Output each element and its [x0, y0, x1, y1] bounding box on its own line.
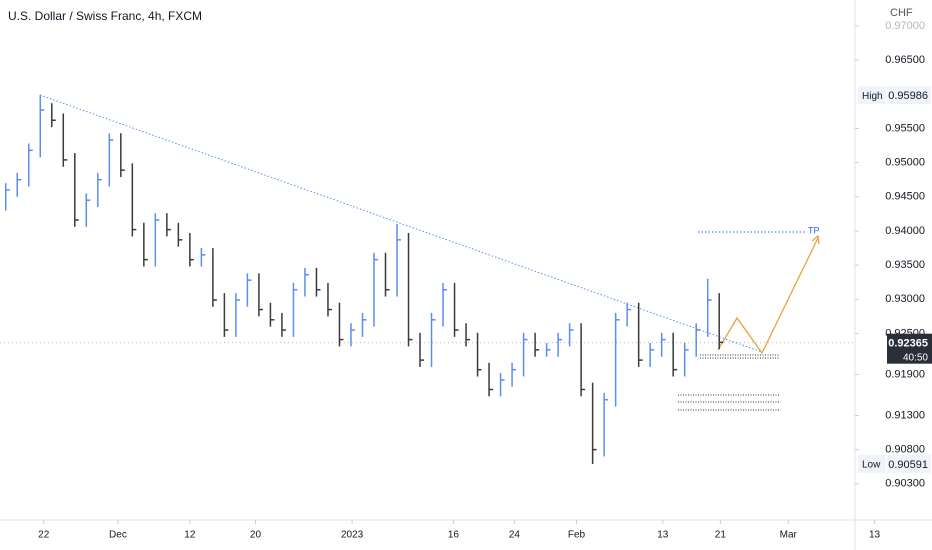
high_marker-label: High	[862, 91, 883, 102]
x-tick-label: 24	[509, 530, 521, 541]
x-tick-label: 12	[184, 530, 196, 541]
projection-path	[717, 237, 819, 355]
y-tick-label: 0.93000	[885, 293, 925, 305]
high_marker-value-box	[887, 86, 931, 105]
last-price-value: 0.92365	[888, 338, 928, 350]
x-tick-label: 22	[38, 530, 50, 541]
chart-title: U.S. Dollar / Swiss Franc, 4h, FXCM	[8, 9, 202, 23]
low_marker-value: 0.90591	[888, 459, 928, 471]
y-tick-label: 0.95500	[885, 122, 925, 134]
y-tick-label: 0.91900	[885, 368, 925, 380]
low_marker-label: Low	[862, 460, 881, 471]
x-tick-label: 13	[869, 530, 881, 541]
x-tick-label: Dec	[109, 530, 127, 541]
high_marker-label-box	[858, 86, 886, 105]
y-tick-label: 0.96500	[885, 54, 925, 66]
x-tick-label: Feb	[568, 530, 586, 541]
x-tick-label: Mar	[780, 530, 798, 541]
y-tick-label: 0.94000	[885, 225, 925, 237]
y-tick-label: 0.91300	[885, 409, 925, 421]
projection-arrow	[811, 234, 820, 245]
last-price-countdown: 40:50	[903, 352, 928, 363]
y-tick-label: 0.95000	[885, 157, 925, 169]
x-tick-label: 20	[250, 530, 262, 541]
low_marker-value-box	[887, 454, 931, 473]
level-lines	[678, 354, 780, 411]
y-tick-label: 0.93500	[885, 259, 925, 271]
currency-label: CHF	[890, 7, 913, 19]
y-tick-label: 0.90800	[885, 444, 925, 456]
x-tick-label: 21	[715, 530, 727, 541]
y-tick-label: 0.90300	[885, 478, 925, 490]
last-price-box	[887, 333, 932, 364]
x-tick-label: 2023	[341, 530, 364, 541]
low_marker-label-box	[858, 454, 886, 473]
y-tick-label: 0.97000	[885, 20, 925, 32]
y-tick-label: 0.94500	[885, 191, 925, 203]
x-tick-label: 16	[448, 530, 460, 541]
tp-label: TP	[808, 225, 820, 235]
high_marker-value: 0.95986	[888, 90, 928, 102]
x-tick-label: 13	[657, 530, 669, 541]
